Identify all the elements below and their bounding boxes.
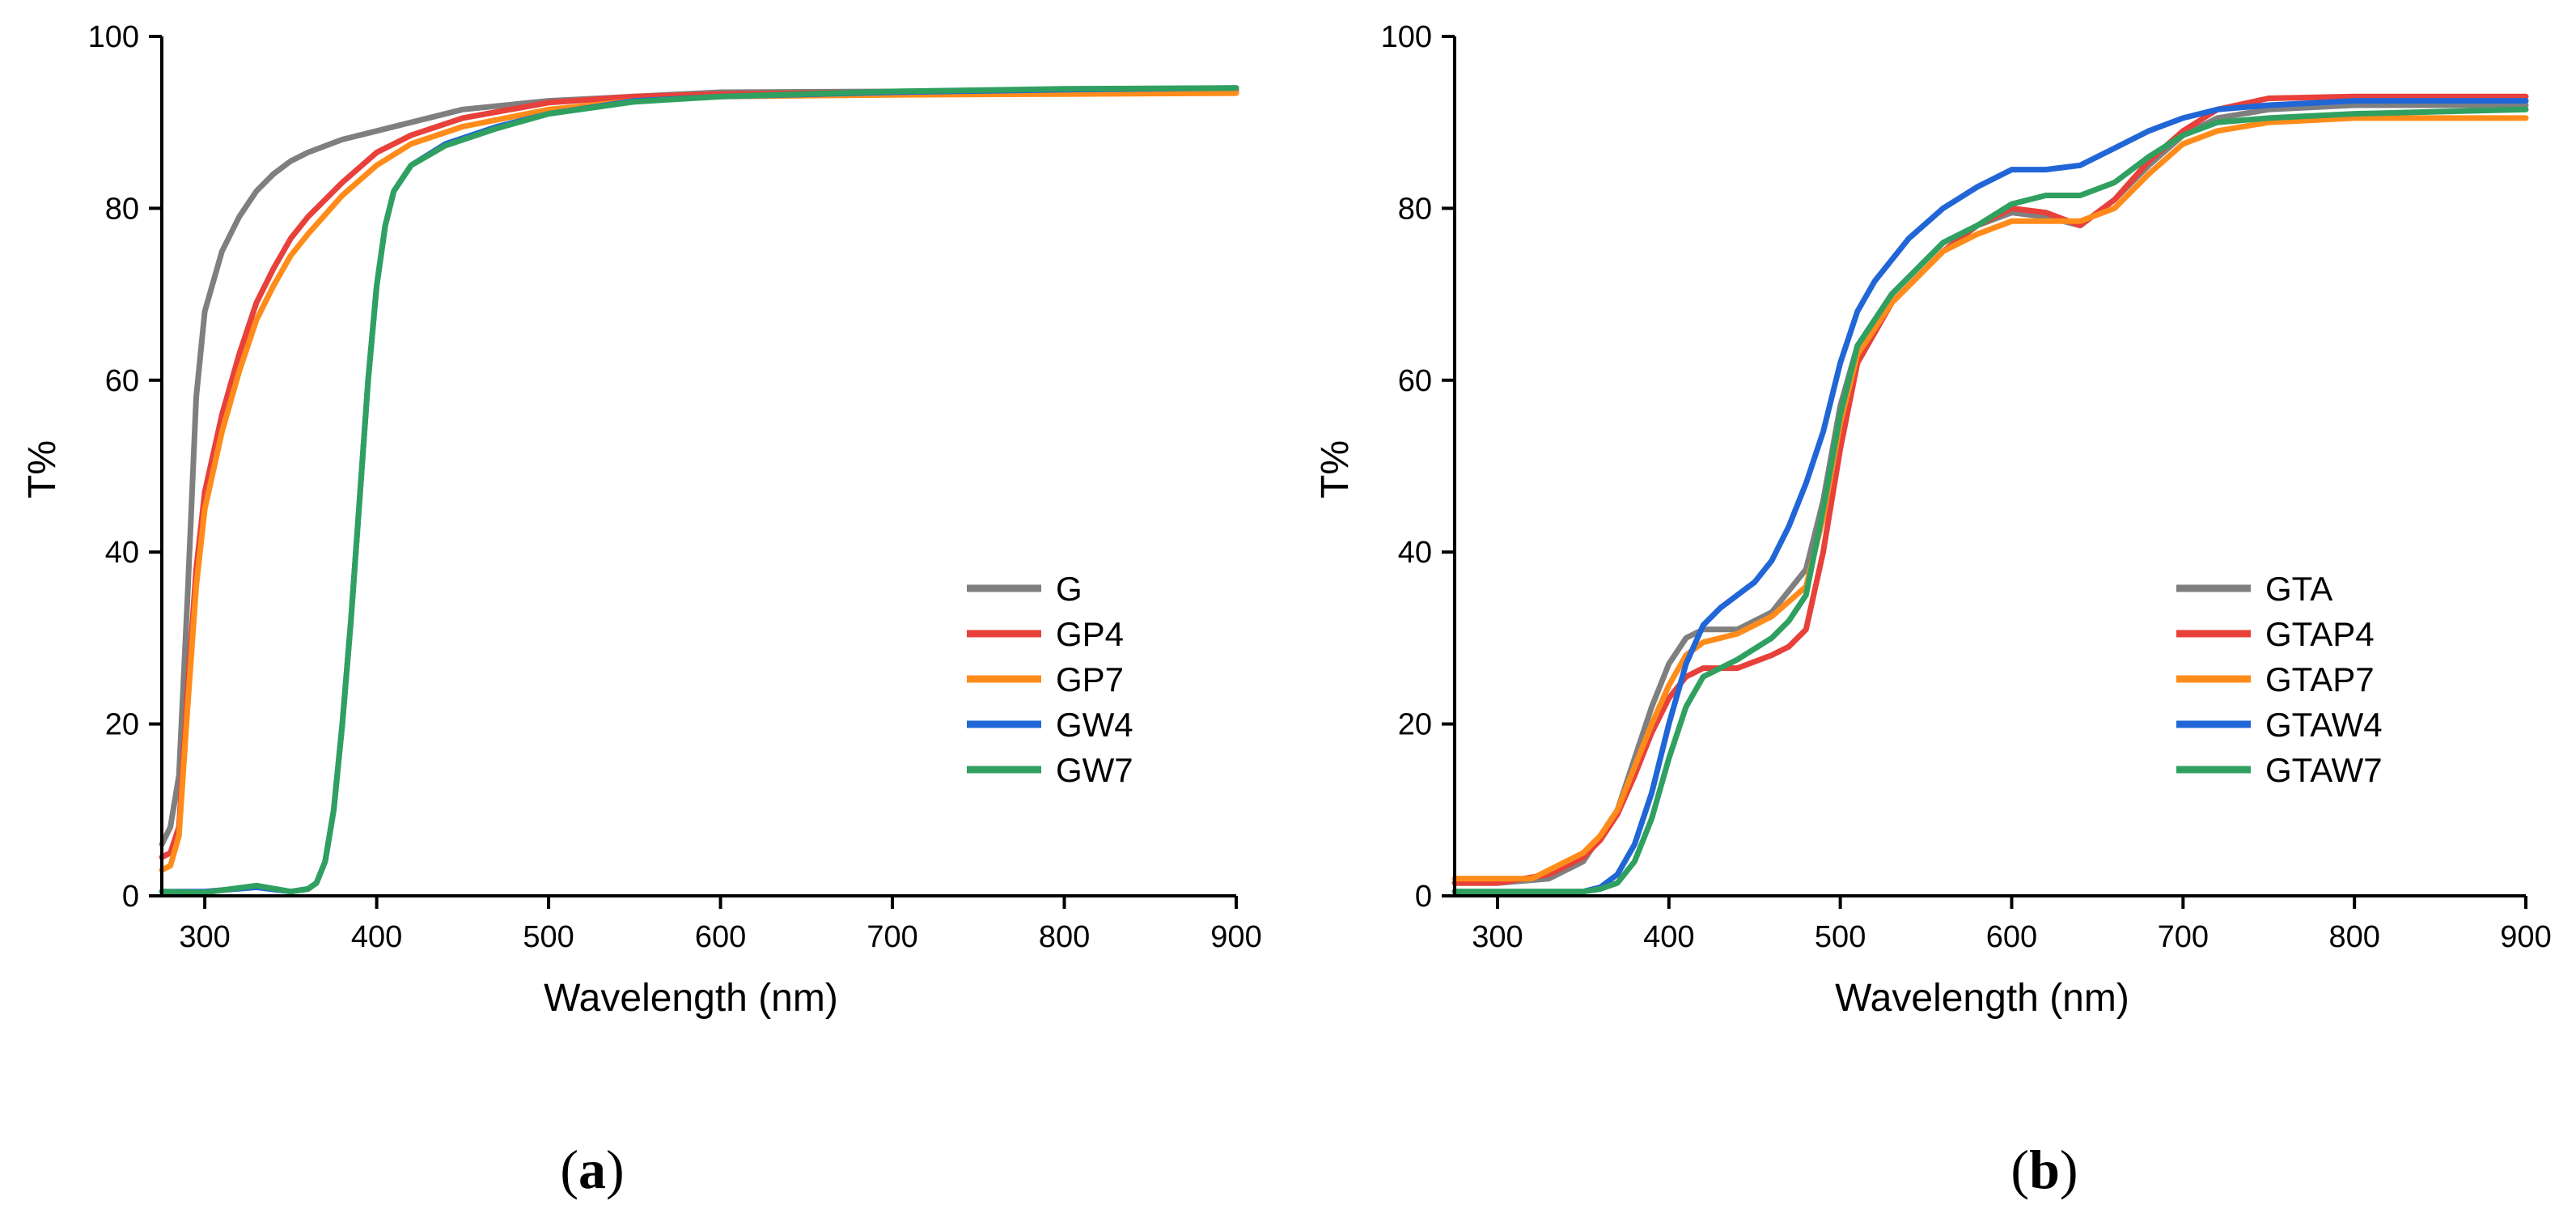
x-axis-title: Wavelength (nm) xyxy=(544,977,838,1020)
legend-label: GTAP7 xyxy=(2265,660,2375,698)
chart-panel-a: 300 400 500 600 700 800 900 0 20 40 60 80 100 Wavelen… xyxy=(21,20,1262,1200)
y-tick-label: 0 xyxy=(1415,880,1432,914)
series-group xyxy=(159,85,1239,896)
panel-caption: (b) xyxy=(2010,1139,2078,1200)
y-tick-label: 40 xyxy=(1398,536,1432,570)
legend-label: GTAW4 xyxy=(2265,706,2383,744)
y-tick-label: 80 xyxy=(105,192,139,226)
series-group xyxy=(1451,93,2529,895)
panel-caption-close: ) xyxy=(606,1139,625,1200)
panel-caption-open: ( xyxy=(2010,1139,2029,1200)
y-tick-label: 20 xyxy=(1398,708,1432,742)
x-tick-label: 700 xyxy=(2158,920,2209,954)
legend-label: GTAP4 xyxy=(2265,615,2375,653)
x-tick-label: 600 xyxy=(695,920,746,954)
y-tick-label: 100 xyxy=(1381,20,1432,54)
legend: G GP4 GP7 GW4 GW7 xyxy=(967,570,1133,789)
y-axis-title: T% xyxy=(1314,440,1357,499)
x-tick-label: 800 xyxy=(2328,920,2379,954)
series-line-gtaw7 xyxy=(1451,106,2529,895)
x-tick-label: 400 xyxy=(351,920,402,954)
y-axis-title: T% xyxy=(21,440,64,499)
y-tick-label: 100 xyxy=(88,20,139,54)
legend-label: GW7 xyxy=(1056,751,1133,789)
legend-label: GW4 xyxy=(1056,706,1133,744)
x-tick-label: 900 xyxy=(1210,920,1261,954)
legend-label: GP7 xyxy=(1056,660,1124,698)
x-tick-label: 800 xyxy=(1039,920,1090,954)
y-tick-label: 60 xyxy=(105,364,139,398)
panel-caption-letter: a xyxy=(578,1139,606,1200)
x-tick-label: 600 xyxy=(1986,920,2037,954)
x-axis-title: Wavelength (nm) xyxy=(1835,977,2129,1020)
y-tick-label: 80 xyxy=(1398,192,1432,226)
x-tick-label: 500 xyxy=(1815,920,1866,954)
y-tick-label: 0 xyxy=(122,880,139,914)
y-tick-label: 40 xyxy=(105,536,139,570)
x-tick-label: 700 xyxy=(866,920,917,954)
chart-panel-b: 300 400 500 600 700 800 900 0 20 40 60 80 100 Wavelen… xyxy=(1314,20,2552,1200)
series-line-gw7 xyxy=(159,85,1239,896)
legend-label: GTAW7 xyxy=(2265,751,2383,789)
x-tick-label: 300 xyxy=(179,920,230,954)
panel-caption-close: ) xyxy=(2060,1139,2078,1200)
legend-label: G xyxy=(1056,570,1083,608)
y-tick-label: 20 xyxy=(105,708,139,742)
legend: GTA GTAP4 GTAP7 GTAW4 GTAW7 xyxy=(2176,570,2383,789)
x-tick-label: 900 xyxy=(2500,920,2551,954)
x-tick-label: 400 xyxy=(1643,920,1694,954)
panel-caption-letter: b xyxy=(2029,1139,2060,1200)
x-tick-label: 500 xyxy=(523,920,574,954)
x-tick-label: 300 xyxy=(1472,920,1523,954)
panel-caption-open: ( xyxy=(560,1139,578,1200)
series-line-gtaw4 xyxy=(1451,98,2529,895)
y-tick-label: 60 xyxy=(1398,364,1432,398)
legend-label: GP4 xyxy=(1056,615,1124,653)
panel-caption: (a) xyxy=(560,1139,624,1200)
legend-label: GTA xyxy=(2265,570,2332,608)
